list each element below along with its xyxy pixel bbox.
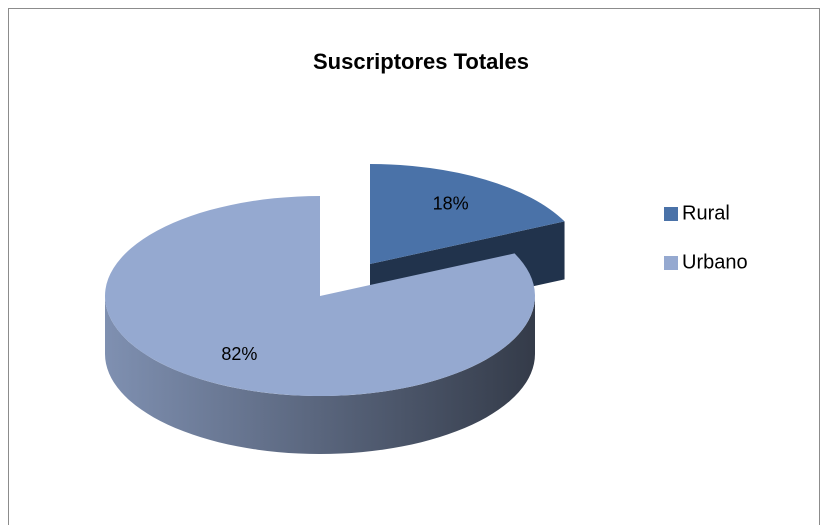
data-label: 18% — [433, 194, 469, 214]
pie-slice — [104, 196, 536, 397]
pie-tops — [104, 164, 565, 397]
data-label: 82% — [221, 344, 257, 364]
legend-swatch — [664, 256, 678, 270]
legend-label: Urbano — [682, 251, 748, 273]
legend-swatch — [664, 207, 678, 221]
chart-title: Suscriptores Totales — [313, 49, 529, 74]
pie-side — [105, 296, 535, 454]
pie-slice — [370, 164, 565, 264]
legend-label: Rural — [682, 202, 730, 224]
